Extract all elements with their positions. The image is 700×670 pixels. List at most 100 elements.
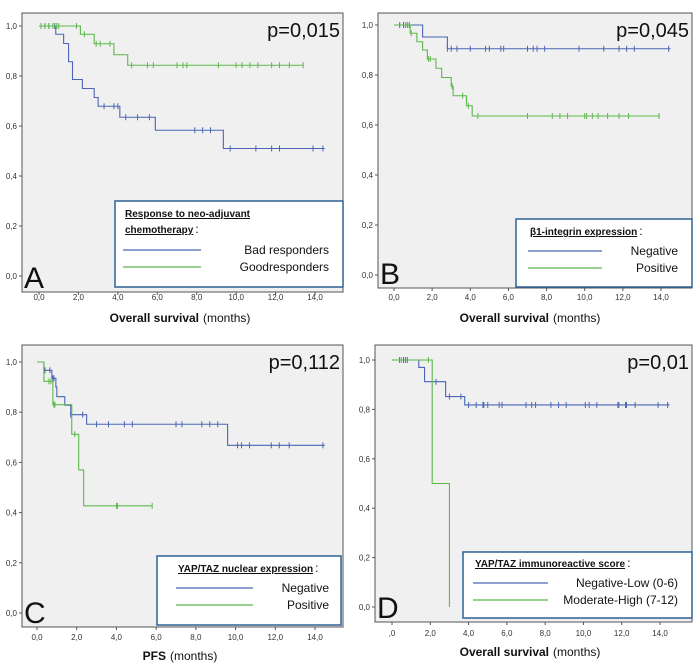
y-tick-label: 0,6 [362,121,374,130]
x-axis-label: Overall survival (months) [460,645,601,659]
x-tick-label: 10,0 [228,293,244,302]
x-axis-label-main: Overall survival [110,311,199,325]
y-tick-label: 1,0 [359,356,371,365]
y-tick-label: 0,0 [359,603,371,612]
y-tick-label: 0,2 [362,221,374,230]
x-axis-label-main: PFS [143,649,166,663]
legend-title-colon: : [315,561,318,575]
y-tick-label: 0,4 [362,171,374,180]
x-tick-label: 8,0 [190,633,202,642]
x-tick-label: 2,0 [73,293,85,302]
legend-title-text: Response to neo-adjuvant [125,209,251,220]
y-tick-label: 0,8 [6,72,18,81]
y-tick-label: 0,6 [359,455,371,464]
x-tick-label: 14,0 [307,293,323,302]
panel-b: 0,0 0,2 0,4 0,6 0,8 1,0 0,0 2,0 4,0 6,0 8,0 10,0 12,… [362,12,693,325]
x-axis-label: PFS (months) [143,649,218,663]
p-value: p=0,015 [267,20,340,42]
y-tick-label: 1,0 [362,21,374,30]
survival-curve-1 [37,361,325,446]
x-tick-label: 10,0 [576,629,592,638]
panel-a: 0,0 0,2 0,4 0,6 0,8 1,0 0,0 2,0 4,0 6,0 8,0 10,0 12,… [6,12,344,325]
y-tick-label: 0,8 [362,71,374,80]
legend-title: YAP/TAZ nuclear expression: [178,561,318,575]
legend-box [156,555,342,626]
x-tick-label: 12,0 [268,293,284,302]
y-tick-label: 0,2 [359,554,371,563]
y-tick-label: 0,2 [6,559,18,568]
y-tick-label: 1,0 [6,358,18,367]
legend: β1-integrin expression: Negative Positive [515,218,693,288]
panel-letter: A [24,262,44,295]
legend-label-2: Positive [287,598,329,612]
p-value: p=0,045 [616,20,689,42]
y-tick-label: 0,8 [359,405,371,414]
survival-curve-2 [394,24,660,117]
survival-curve-1 [394,24,671,50]
legend-title: β1-integrin expression: [530,224,643,238]
x-tick-label: 4,0 [463,629,475,638]
y-tick-label: 0,2 [6,222,18,231]
y-tick-label: 0,0 [6,609,18,618]
legend-label-2: Positive [636,261,678,275]
legend: Response to neo-adjuvant chemotherapy: Bad… [114,200,344,288]
legend-title-text: YAP/TAZ immunoreactive score [475,559,625,570]
legend-title-colon: : [627,556,630,570]
x-tick-label: 6,0 [501,629,513,638]
legend-title: Response to neo-adjuvant [125,209,251,220]
x-tick-label: 2,0 [71,633,83,642]
legend-label-2: Goodresponders [240,260,329,274]
y-tick-label: 0,4 [359,504,371,513]
x-tick-label: 14,0 [653,293,669,302]
legend-box [114,200,344,288]
y-tick-label: 0,4 [6,172,18,181]
y-tick-label: 0,8 [6,408,18,417]
x-tick-label: ,0 [389,629,396,638]
x-tick-label: 10,0 [577,293,593,302]
p-value: p=0,01 [627,352,689,374]
x-axis-label-unit: (months) [170,649,217,663]
legend-title-colon: : [639,224,642,238]
x-tick-label: 8,0 [191,293,203,302]
x-tick-label: 14,0 [307,633,323,642]
legend-label-1: Negative-Low (0-6) [576,576,678,590]
legend-title-colon: : [195,222,198,236]
x-tick-label: 2,0 [425,629,437,638]
y-tick-label: 0,4 [6,509,18,518]
x-tick-label: 2,0 [427,293,439,302]
x-axis-label-unit: (months) [553,311,600,325]
x-tick-label: 0,0 [31,633,43,642]
x-tick-label: 6,0 [152,293,164,302]
x-axis-label-unit: (months) [203,311,250,325]
x-tick-label: 12,0 [615,293,631,302]
legend-title-text: chemotherapy [125,225,194,236]
legend-title: chemotherapy: [125,222,199,236]
panel-letter: B [380,258,400,291]
x-tick-label: 12,0 [267,633,283,642]
legend-label-1: Negative [282,581,330,595]
y-tick-label: 1,0 [6,22,18,31]
x-tick-label: 12,0 [614,629,630,638]
survival-curve-1 [392,359,670,406]
x-axis-label-main: Overall survival [460,311,549,325]
legend-label-1: Negative [631,244,679,258]
legend-label-1: Bad responders [244,243,329,257]
panel-d: 0,0 0,2 0,4 0,6 0,8 1,0 ,0 2,0 4,0 6,0 8,0 10,0 12,0… [359,344,693,659]
panel-letter: D [377,592,399,625]
legend-title: YAP/TAZ immunoreactive score: [475,556,630,570]
y-tick-label: 0,0 [362,271,374,280]
x-tick-label: 8,0 [540,629,552,638]
x-tick-label: 6,0 [503,293,515,302]
x-tick-label: 4,0 [111,633,123,642]
x-tick-label: 4,0 [112,293,124,302]
x-tick-label: 0,0 [33,293,45,302]
panel-c: 0,0 0,2 0,4 0,6 0,8 1,0 0,0 2,0 4,0 6,0 8,0 10,0 12,… [6,344,344,663]
legend: YAP/TAZ nuclear expression: Negative Posit… [156,555,342,626]
x-axis-label: Overall survival (months) [110,311,251,325]
legend-box [515,218,693,288]
y-tick-label: 0,6 [6,122,18,131]
survival-curve-1 [39,25,325,150]
survival-curve-2 [392,359,450,607]
x-axis-label-unit: (months) [553,645,600,659]
